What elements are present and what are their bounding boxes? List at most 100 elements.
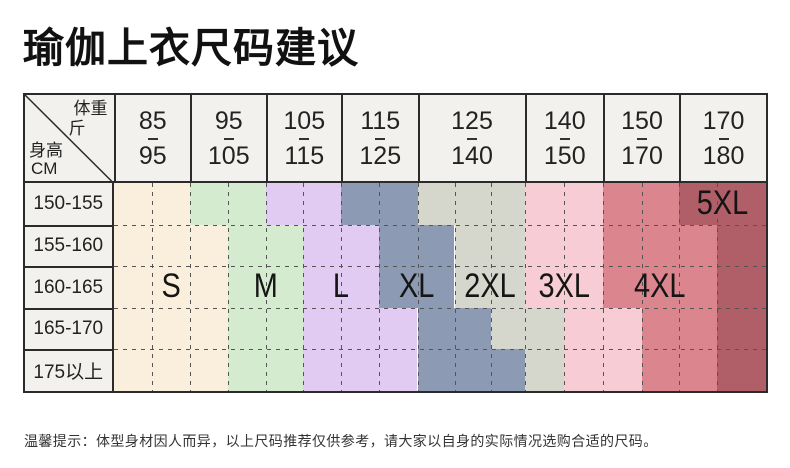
weight-to: 170 xyxy=(621,141,663,170)
size-band-xl xyxy=(379,224,455,266)
size-band-3xl xyxy=(564,307,642,349)
grid-dash-vertical xyxy=(190,183,191,391)
weight-to: 105 xyxy=(207,141,250,170)
weight-header-cell: 115 125 xyxy=(341,95,418,183)
range-dash xyxy=(223,137,234,141)
size-band-5xl xyxy=(716,224,766,266)
grid-dash-vertical xyxy=(641,183,643,391)
size-chart-table: 体重 斤 身高 CM 85 95 95 105 105 115 115 125 125 140 14… xyxy=(23,93,768,393)
grid-dash-vertical xyxy=(227,183,229,391)
size-band-s xyxy=(113,307,228,349)
size-band-s xyxy=(113,266,228,308)
size-band-3xl xyxy=(524,224,603,266)
size-band-s xyxy=(113,224,228,266)
grid-dash-vertical xyxy=(524,183,526,391)
weight-from: 150 xyxy=(621,107,663,136)
size-band-3xl xyxy=(524,183,603,225)
size-band-2xl xyxy=(417,183,525,225)
size-label-5xl: 5XL xyxy=(696,184,749,223)
weight-to: 95 xyxy=(138,141,167,170)
range-dash xyxy=(718,137,729,141)
range-dash xyxy=(299,137,310,141)
size-label-m: M xyxy=(253,267,278,306)
weight-from: 95 xyxy=(214,107,243,136)
size-band-xl xyxy=(417,349,525,391)
size-label-s: S xyxy=(160,267,181,306)
grid-dash-vertical xyxy=(454,183,456,391)
size-band-m xyxy=(190,183,266,225)
size-label-4xl: 4XL xyxy=(634,267,686,306)
size-band-3xl xyxy=(524,266,603,308)
weight-from: 140 xyxy=(543,107,586,136)
weight-header-cell: 170 180 xyxy=(679,95,766,183)
height-axis-unit: CM xyxy=(31,159,58,178)
grid-dash-vertical xyxy=(417,183,419,391)
weight-to: 140 xyxy=(451,141,493,170)
size-band-2xl xyxy=(490,307,564,349)
grid-dash-horizontal xyxy=(113,349,766,350)
grid-dash-vertical xyxy=(490,183,492,391)
height-row-header: 175以上 xyxy=(25,349,114,391)
size-label-xl: XL xyxy=(399,267,435,306)
grid-dash-vertical xyxy=(151,183,153,391)
range-dash xyxy=(147,137,158,141)
size-band-l xyxy=(303,307,418,349)
weight-header-cell: 150 170 xyxy=(603,95,679,183)
height-row-header: 165-170 xyxy=(25,307,114,349)
size-label-3xl: 3XL xyxy=(538,267,590,306)
weight-from: 105 xyxy=(283,107,326,136)
grid-dash-vertical xyxy=(341,183,342,391)
size-band-xl xyxy=(379,266,455,308)
size-label-2xl: 2XL xyxy=(463,267,516,306)
header-bottom-border xyxy=(25,181,766,183)
weight-from: 85 xyxy=(138,107,167,136)
weight-to: 115 xyxy=(284,141,325,170)
size-band-2xl xyxy=(524,349,564,391)
weight-from: 115 xyxy=(360,107,401,136)
diagonal-line xyxy=(25,95,114,183)
weight-header-cell: 85 95 xyxy=(113,95,190,183)
size-label-l: L xyxy=(333,267,350,306)
weight-from: 125 xyxy=(451,107,493,136)
grid-dash-vertical xyxy=(603,183,604,391)
grid-dash-horizontal xyxy=(113,307,766,309)
size-band-3xl xyxy=(564,349,642,391)
grid-dash-vertical xyxy=(303,183,305,391)
weight-header-cell: 140 150 xyxy=(524,95,603,183)
size-band-2xl xyxy=(454,224,525,266)
size-band-4xl xyxy=(603,266,717,308)
size-band-4xl xyxy=(603,224,717,266)
size-band-5xl xyxy=(679,183,766,225)
height-axis-label: 身高 xyxy=(29,141,63,160)
weight-to: 180 xyxy=(702,141,745,170)
weight-from: 170 xyxy=(702,107,745,136)
height-row-header: 150-155 xyxy=(25,183,114,225)
footer-note: 温馨提示：体型身材因人而异，以上尺码推荐仅供参考，请大家以自身的实际情况选购合适… xyxy=(24,433,658,449)
size-band-xl xyxy=(417,307,491,349)
grid-dash-vertical xyxy=(679,183,680,391)
weight-to: 150 xyxy=(543,141,586,170)
range-dash xyxy=(375,137,386,141)
weight-axis-unit: 斤 xyxy=(68,119,86,138)
grid-dash-vertical xyxy=(265,183,267,391)
size-band-l xyxy=(303,349,418,391)
size-band-l xyxy=(265,183,341,225)
range-dash xyxy=(467,137,477,141)
weight-header-cell: 105 115 xyxy=(265,95,341,183)
size-band-5xl xyxy=(716,349,766,391)
grid-dash-vertical xyxy=(564,183,565,391)
height-row-header: 155-160 xyxy=(25,224,114,266)
range-dash xyxy=(637,137,647,141)
weight-header-cell: 125 140 xyxy=(417,95,525,183)
corner-header-cell: 体重 斤 身高 CM xyxy=(25,95,114,183)
weight-axis-label: 体重 xyxy=(73,99,108,118)
weight-to: 125 xyxy=(359,141,402,170)
size-band-4xl xyxy=(603,183,679,225)
size-band-s xyxy=(113,349,228,391)
height-row-header: 160-165 xyxy=(25,266,114,308)
range-dash xyxy=(559,137,570,141)
size-band-5xl xyxy=(716,307,766,349)
grid-dash-vertical xyxy=(379,183,381,391)
size-band-2xl xyxy=(454,266,525,308)
